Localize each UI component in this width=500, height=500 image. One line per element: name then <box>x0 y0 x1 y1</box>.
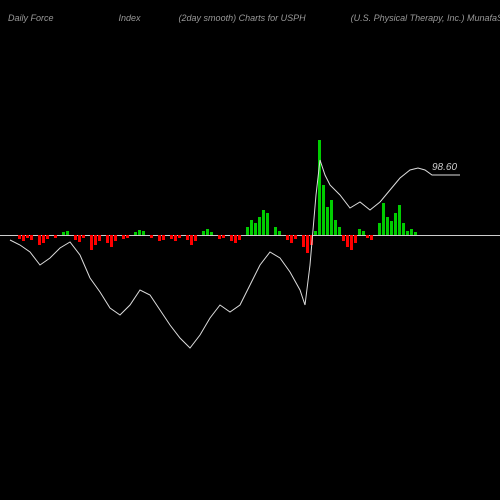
force-bar <box>262 210 265 235</box>
current-price-label: 98.60 <box>432 162 457 173</box>
force-bar <box>318 140 321 235</box>
force-bar <box>110 235 113 247</box>
force-bar <box>18 235 21 239</box>
force-bar <box>378 223 381 235</box>
force-bar <box>202 231 205 235</box>
force-bar <box>266 213 269 235</box>
force-bar <box>354 235 357 243</box>
force-bar <box>366 235 369 238</box>
force-bar <box>326 207 329 235</box>
force-bar <box>170 235 173 239</box>
force-bar <box>178 235 181 238</box>
force-bar <box>194 235 197 241</box>
force-bar <box>46 235 49 239</box>
header-indicator-type: Index <box>119 13 141 23</box>
force-bar <box>210 232 213 235</box>
force-bar <box>334 220 337 235</box>
force-bar <box>94 235 97 245</box>
force-bar <box>302 235 305 247</box>
force-bar <box>174 235 177 241</box>
force-bar <box>222 235 225 238</box>
force-bar <box>126 235 129 238</box>
force-bar <box>410 229 413 235</box>
force-bar <box>294 235 297 239</box>
force-bar <box>230 235 233 241</box>
price-polyline <box>10 160 460 348</box>
chart-header: Daily Force Index (2day smooth) Charts f… <box>0 8 500 28</box>
force-bar <box>286 235 289 240</box>
force-bar <box>290 235 293 243</box>
force-bar <box>362 231 365 235</box>
force-bar <box>106 235 109 243</box>
force-bar <box>258 217 261 235</box>
force-bar <box>314 231 317 235</box>
force-bar <box>390 221 393 235</box>
force-bar <box>394 213 397 235</box>
force-bar <box>370 235 373 240</box>
force-bar <box>254 223 257 235</box>
force-bar <box>54 235 57 238</box>
force-bar <box>98 235 101 241</box>
force-bar <box>246 227 249 235</box>
force-bar <box>114 235 117 241</box>
force-bar <box>158 235 161 241</box>
force-bar <box>322 185 325 235</box>
force-bar <box>142 231 145 235</box>
force-bar <box>74 235 77 240</box>
header-chart-desc: (2day smooth) Charts for USPH <box>179 13 306 23</box>
force-bar <box>250 220 253 235</box>
force-bar <box>218 235 221 239</box>
force-bar <box>346 235 349 247</box>
force-bar <box>382 203 385 235</box>
force-bar <box>238 235 241 240</box>
force-bar <box>66 231 69 235</box>
header-company-source: (U.S. Physical Therapy, Inc.) MunafaSutr… <box>351 13 500 23</box>
force-bar <box>358 229 361 235</box>
force-bar <box>342 235 345 241</box>
force-bar <box>38 235 41 245</box>
header-indicator-name: Daily Force <box>8 13 54 23</box>
force-bar <box>162 235 165 240</box>
force-bar <box>186 235 189 240</box>
force-bar <box>386 217 389 235</box>
force-bar <box>190 235 193 245</box>
force-bar <box>306 235 309 253</box>
force-bar <box>122 235 125 239</box>
force-bar <box>62 232 65 235</box>
force-bar <box>350 235 353 250</box>
force-bar <box>30 235 33 240</box>
force-bar <box>398 205 401 235</box>
force-bar <box>338 227 341 235</box>
force-bar <box>78 235 81 242</box>
force-bar <box>330 200 333 235</box>
force-bar <box>90 235 93 250</box>
force-bar <box>310 235 313 245</box>
price-line-overlay <box>0 30 500 480</box>
force-bar <box>22 235 25 241</box>
force-index-chart: 98.60 <box>0 30 500 480</box>
force-bar <box>406 231 409 235</box>
force-bar <box>150 235 153 238</box>
force-bar <box>402 223 405 235</box>
force-bar <box>26 235 29 238</box>
force-bar <box>414 232 417 235</box>
force-bar <box>82 235 85 238</box>
force-bar <box>274 227 277 235</box>
force-bar <box>278 231 281 235</box>
force-bar <box>42 235 45 243</box>
force-bar <box>134 232 137 235</box>
force-bar <box>138 230 141 235</box>
force-bar <box>234 235 237 243</box>
force-bar <box>206 229 209 235</box>
